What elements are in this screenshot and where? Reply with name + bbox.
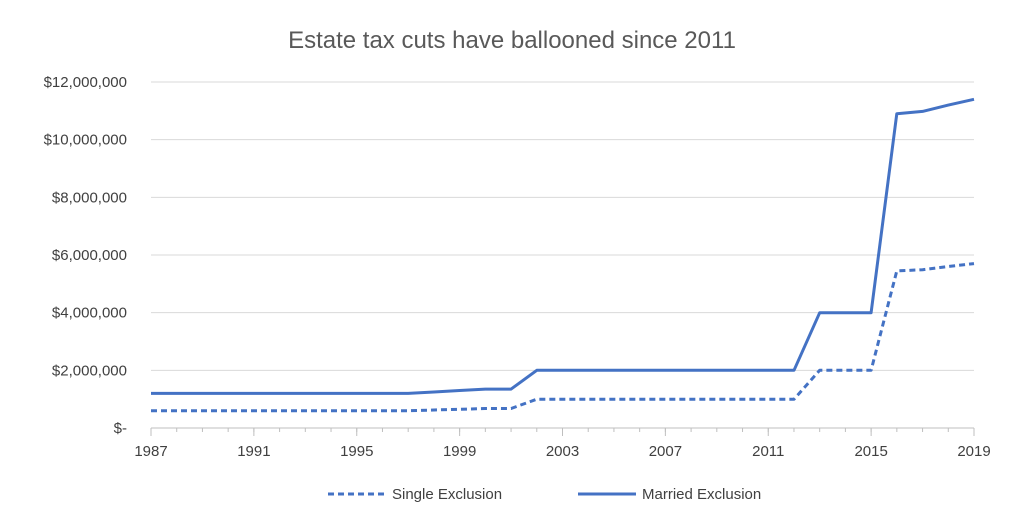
chart-title: Estate tax cuts have ballooned since 201… (288, 27, 736, 54)
y-axis-ticks: $- $2,000,000 $4,000,000 $6,000,000 $8,000,0… (44, 74, 127, 437)
x-tick-label: 2007 (649, 443, 682, 460)
x-tick-label: 2003 (546, 443, 579, 460)
series-line-single-exclusion (151, 262, 975, 413)
x-tick-label: 2011 (752, 443, 784, 460)
series-line-married-exclusion (151, 97, 975, 395)
series-lines (151, 97, 975, 413)
y-tick-label: $6,000,000 (52, 247, 127, 264)
x-tick-label: 2015 (854, 443, 887, 460)
x-tick-label: 1995 (340, 443, 373, 460)
y-tick-label: $- (114, 420, 127, 437)
y-tick-label: $2,000,000 (52, 362, 127, 379)
y-tick-label: $12,000,000 (44, 74, 127, 91)
y-tick-label: $8,000,000 (52, 189, 127, 206)
x-tick-label: 2019 (957, 443, 990, 460)
x-axis: 1987 1991 1995 1999 2003 2007 2011 2015 2019 (134, 427, 991, 460)
y-tick-label: $10,000,000 (44, 132, 127, 149)
x-tick-label: 1999 (443, 443, 476, 460)
legend-label: Single Exclusion (392, 486, 502, 503)
legend: Single Exclusion Married Exclusion (328, 486, 761, 503)
y-tick-label: $4,000,000 (52, 305, 127, 322)
x-tick-label: 1991 (237, 443, 270, 460)
gridlines (151, 81, 974, 371)
legend-label: Married Exclusion (642, 486, 761, 503)
x-tick-label: 1987 (134, 443, 167, 460)
